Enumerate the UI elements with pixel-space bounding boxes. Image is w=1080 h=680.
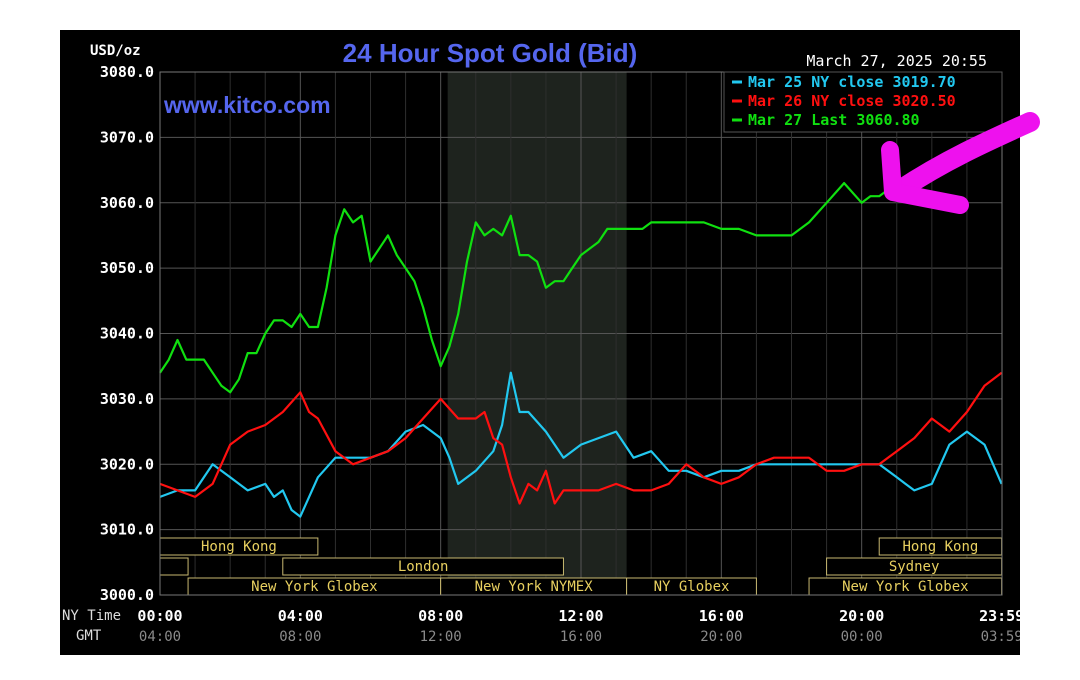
chart-svg: Hong Kong London New York Globex Hong Kong S… (60, 30, 1020, 655)
session-label: New York Globex (251, 579, 377, 595)
timestamp: March 27, 2025 20:55 (806, 52, 987, 70)
x-tick-label-gmt: 16:00 (560, 629, 602, 645)
kitco-watermark: www.kitco.com (163, 92, 331, 118)
y-tick-label: 3020.0 (100, 455, 154, 473)
y-tick-label: 3000.0 (100, 586, 154, 604)
session-label: Sydney (889, 559, 940, 575)
x-tick-label-gmt: 20:00 (700, 629, 742, 645)
y-tick-label: 3060.0 (100, 194, 154, 212)
session-label: New York Globex (842, 579, 968, 595)
x-tick-label-gmt: 00:00 (841, 629, 883, 645)
legend-entry: Mar 25 NY close 3019.70 (748, 73, 956, 91)
y-tick-label: 3030.0 (100, 390, 154, 408)
session-label: London (398, 559, 449, 575)
x-tick-label-ny: 20:00 (839, 607, 884, 625)
x-tick-label-ny: 16:00 (699, 607, 744, 625)
x-tick-label-ny: 23:59 (979, 607, 1020, 625)
x-row-label-gmt: GMT (76, 628, 102, 644)
session-label: New York NYMEX (475, 579, 594, 595)
session-label: NY Globex (654, 579, 730, 595)
x-tick-label-gmt: 04:00 (139, 629, 181, 645)
plot-border (159, 71, 1003, 596)
x-tick-label-gmt: 03:59 (981, 629, 1020, 645)
series-line-0 (159, 371, 1003, 518)
x-tick-label-ny: 08:00 (418, 607, 463, 625)
unit-label: USD/oz (90, 43, 141, 59)
x-row-label-ny: NY Time (62, 608, 121, 624)
y-tick-label: 3010.0 (100, 521, 154, 539)
y-tick-label: 3070.0 (100, 128, 154, 146)
y-tick-label: 3080.0 (100, 63, 154, 81)
y-tick-label: 3050.0 (100, 259, 154, 277)
session-bar (159, 557, 189, 576)
session-label: Hong Kong (902, 539, 978, 555)
gold-price-chart: Hong Kong London New York Globex Hong Kong S… (60, 30, 1020, 655)
legend-entry: Mar 26 NY close 3020.50 (748, 92, 956, 110)
series-line-1 (159, 371, 1003, 505)
x-tick-label-gmt: 08:00 (279, 629, 321, 645)
chart-title: 24 Hour Spot Gold (Bid) (343, 38, 638, 68)
legend-entry: Mar 27 Last 3060.80 (748, 111, 920, 129)
series-line-2 (159, 182, 898, 394)
session-bar (282, 557, 564, 576)
y-tick-label: 3040.0 (100, 325, 154, 343)
x-tick-label-ny: 04:00 (278, 607, 323, 625)
x-tick-label-ny: 12:00 (558, 607, 603, 625)
session-label: Hong Kong (201, 539, 277, 555)
x-tick-label-ny: 00:00 (137, 607, 182, 625)
x-tick-label-gmt: 12:00 (420, 629, 462, 645)
